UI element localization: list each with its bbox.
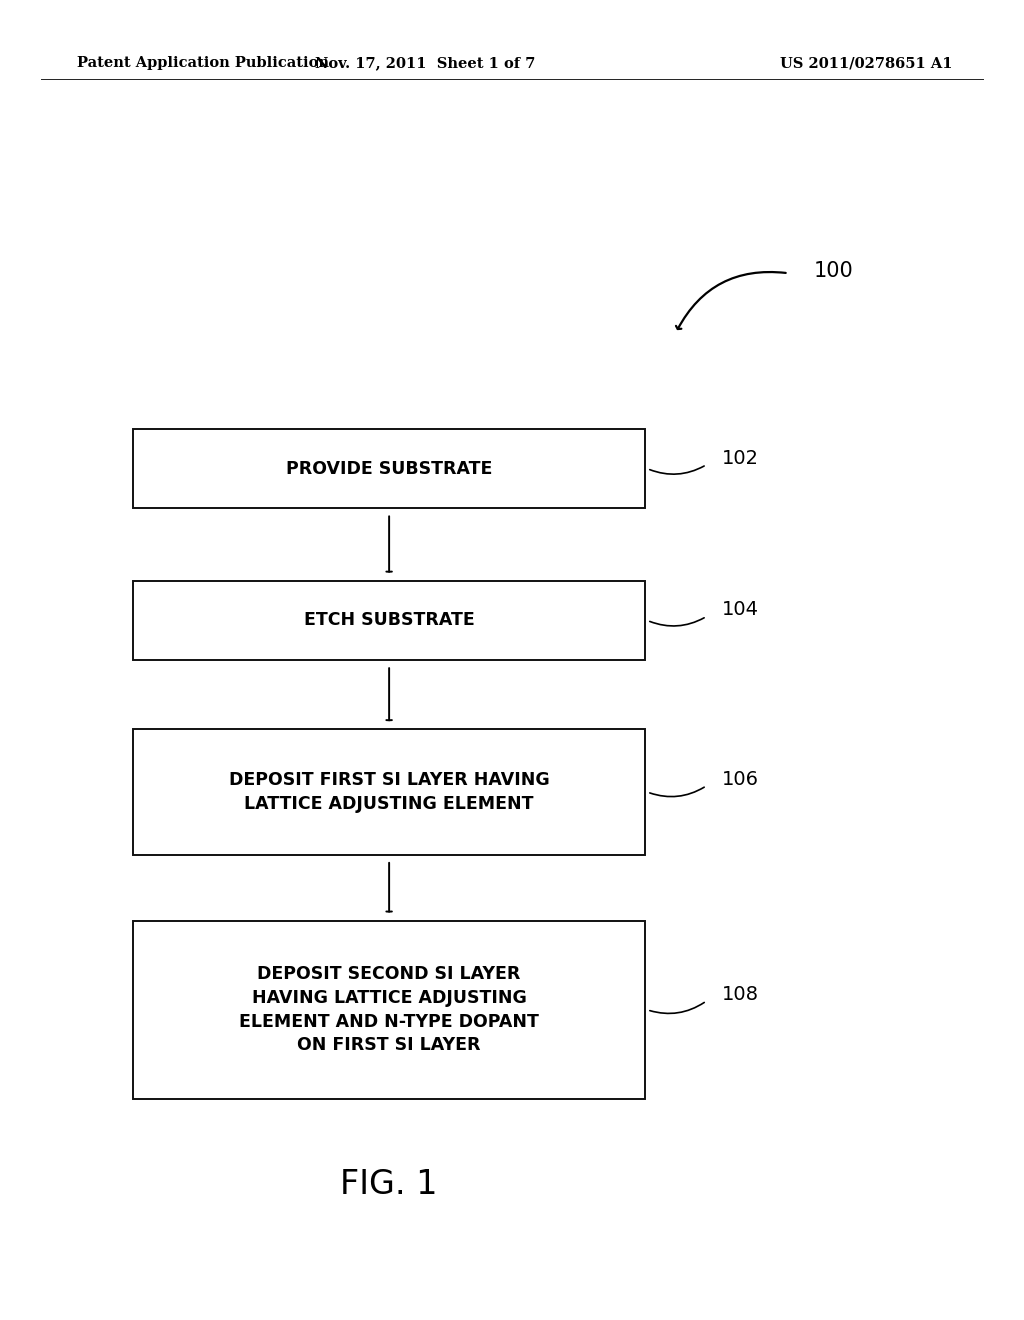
Text: DEPOSIT FIRST SI LAYER HAVING
LATTICE ADJUSTING ELEMENT: DEPOSIT FIRST SI LAYER HAVING LATTICE AD… [228,771,550,813]
Bar [133,429,645,508]
Bar [133,921,645,1098]
Bar [133,729,645,855]
Text: 104: 104 [722,601,759,619]
Text: 108: 108 [722,985,759,1003]
Text: Nov. 17, 2011  Sheet 1 of 7: Nov. 17, 2011 Sheet 1 of 7 [314,57,536,70]
Text: ETCH SUBSTRATE: ETCH SUBSTRATE [304,611,474,630]
Text: DEPOSIT SECOND SI LAYER
HAVING LATTICE ADJUSTING
ELEMENT AND N-TYPE DOPANT
ON FI: DEPOSIT SECOND SI LAYER HAVING LATTICE A… [240,965,539,1055]
Text: 106: 106 [722,770,759,788]
Text: Patent Application Publication: Patent Application Publication [77,57,329,70]
Text: 100: 100 [814,260,854,281]
Bar [133,581,645,660]
Text: PROVIDE SUBSTRATE: PROVIDE SUBSTRATE [286,459,493,478]
Text: FIG. 1: FIG. 1 [340,1168,438,1201]
Text: US 2011/0278651 A1: US 2011/0278651 A1 [780,57,952,70]
Text: 102: 102 [722,449,759,467]
